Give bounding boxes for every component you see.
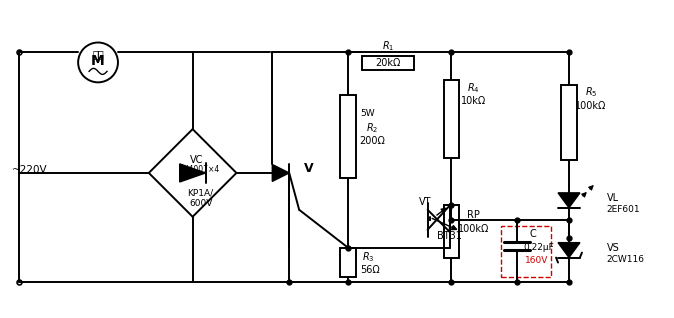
Text: 10kΩ: 10kΩ xyxy=(461,96,486,106)
Text: 2CW116: 2CW116 xyxy=(607,255,645,264)
Text: VC: VC xyxy=(190,155,204,165)
Polygon shape xyxy=(558,243,580,258)
Text: 100kΩ: 100kΩ xyxy=(458,224,489,234)
Text: VS: VS xyxy=(607,243,619,252)
Text: 200Ω: 200Ω xyxy=(359,136,385,146)
Text: BT31: BT31 xyxy=(437,231,462,241)
Text: C: C xyxy=(530,229,537,239)
Polygon shape xyxy=(272,164,289,181)
Bar xyxy=(340,248,356,278)
Text: $R_3$: $R_3$ xyxy=(361,251,374,265)
Text: 56Ω: 56Ω xyxy=(360,265,379,274)
Text: $R_1$: $R_1$ xyxy=(381,40,394,53)
Text: 0.22μF: 0.22μF xyxy=(524,243,555,252)
Bar xyxy=(362,57,414,70)
Text: $R_5$: $R_5$ xyxy=(584,86,597,99)
Text: 160V: 160V xyxy=(526,256,549,265)
Text: VL: VL xyxy=(607,193,619,203)
Text: KP1A/: KP1A/ xyxy=(187,188,214,197)
Text: 5W: 5W xyxy=(361,109,375,118)
Text: VT: VT xyxy=(419,197,432,207)
Text: $R_2$: $R_2$ xyxy=(366,121,378,135)
Text: 1N4007×4: 1N4007×4 xyxy=(178,165,219,175)
Polygon shape xyxy=(558,193,580,208)
Bar xyxy=(443,80,460,158)
Text: V: V xyxy=(304,162,314,176)
Text: 100kΩ: 100kΩ xyxy=(575,101,607,111)
Text: RP: RP xyxy=(467,210,480,220)
Polygon shape xyxy=(180,164,206,182)
Text: 600V: 600V xyxy=(189,199,212,208)
Bar xyxy=(340,95,356,178)
Bar xyxy=(443,205,460,258)
Bar xyxy=(501,226,551,278)
Text: 2EF601: 2EF601 xyxy=(607,205,640,214)
Text: ~220V: ~220V xyxy=(11,165,47,175)
Text: 20kΩ: 20kΩ xyxy=(375,59,400,68)
Text: $R_4$: $R_4$ xyxy=(467,81,480,95)
Text: M: M xyxy=(91,54,105,68)
Bar xyxy=(561,85,577,160)
Text: 电扇: 电扇 xyxy=(92,50,104,59)
